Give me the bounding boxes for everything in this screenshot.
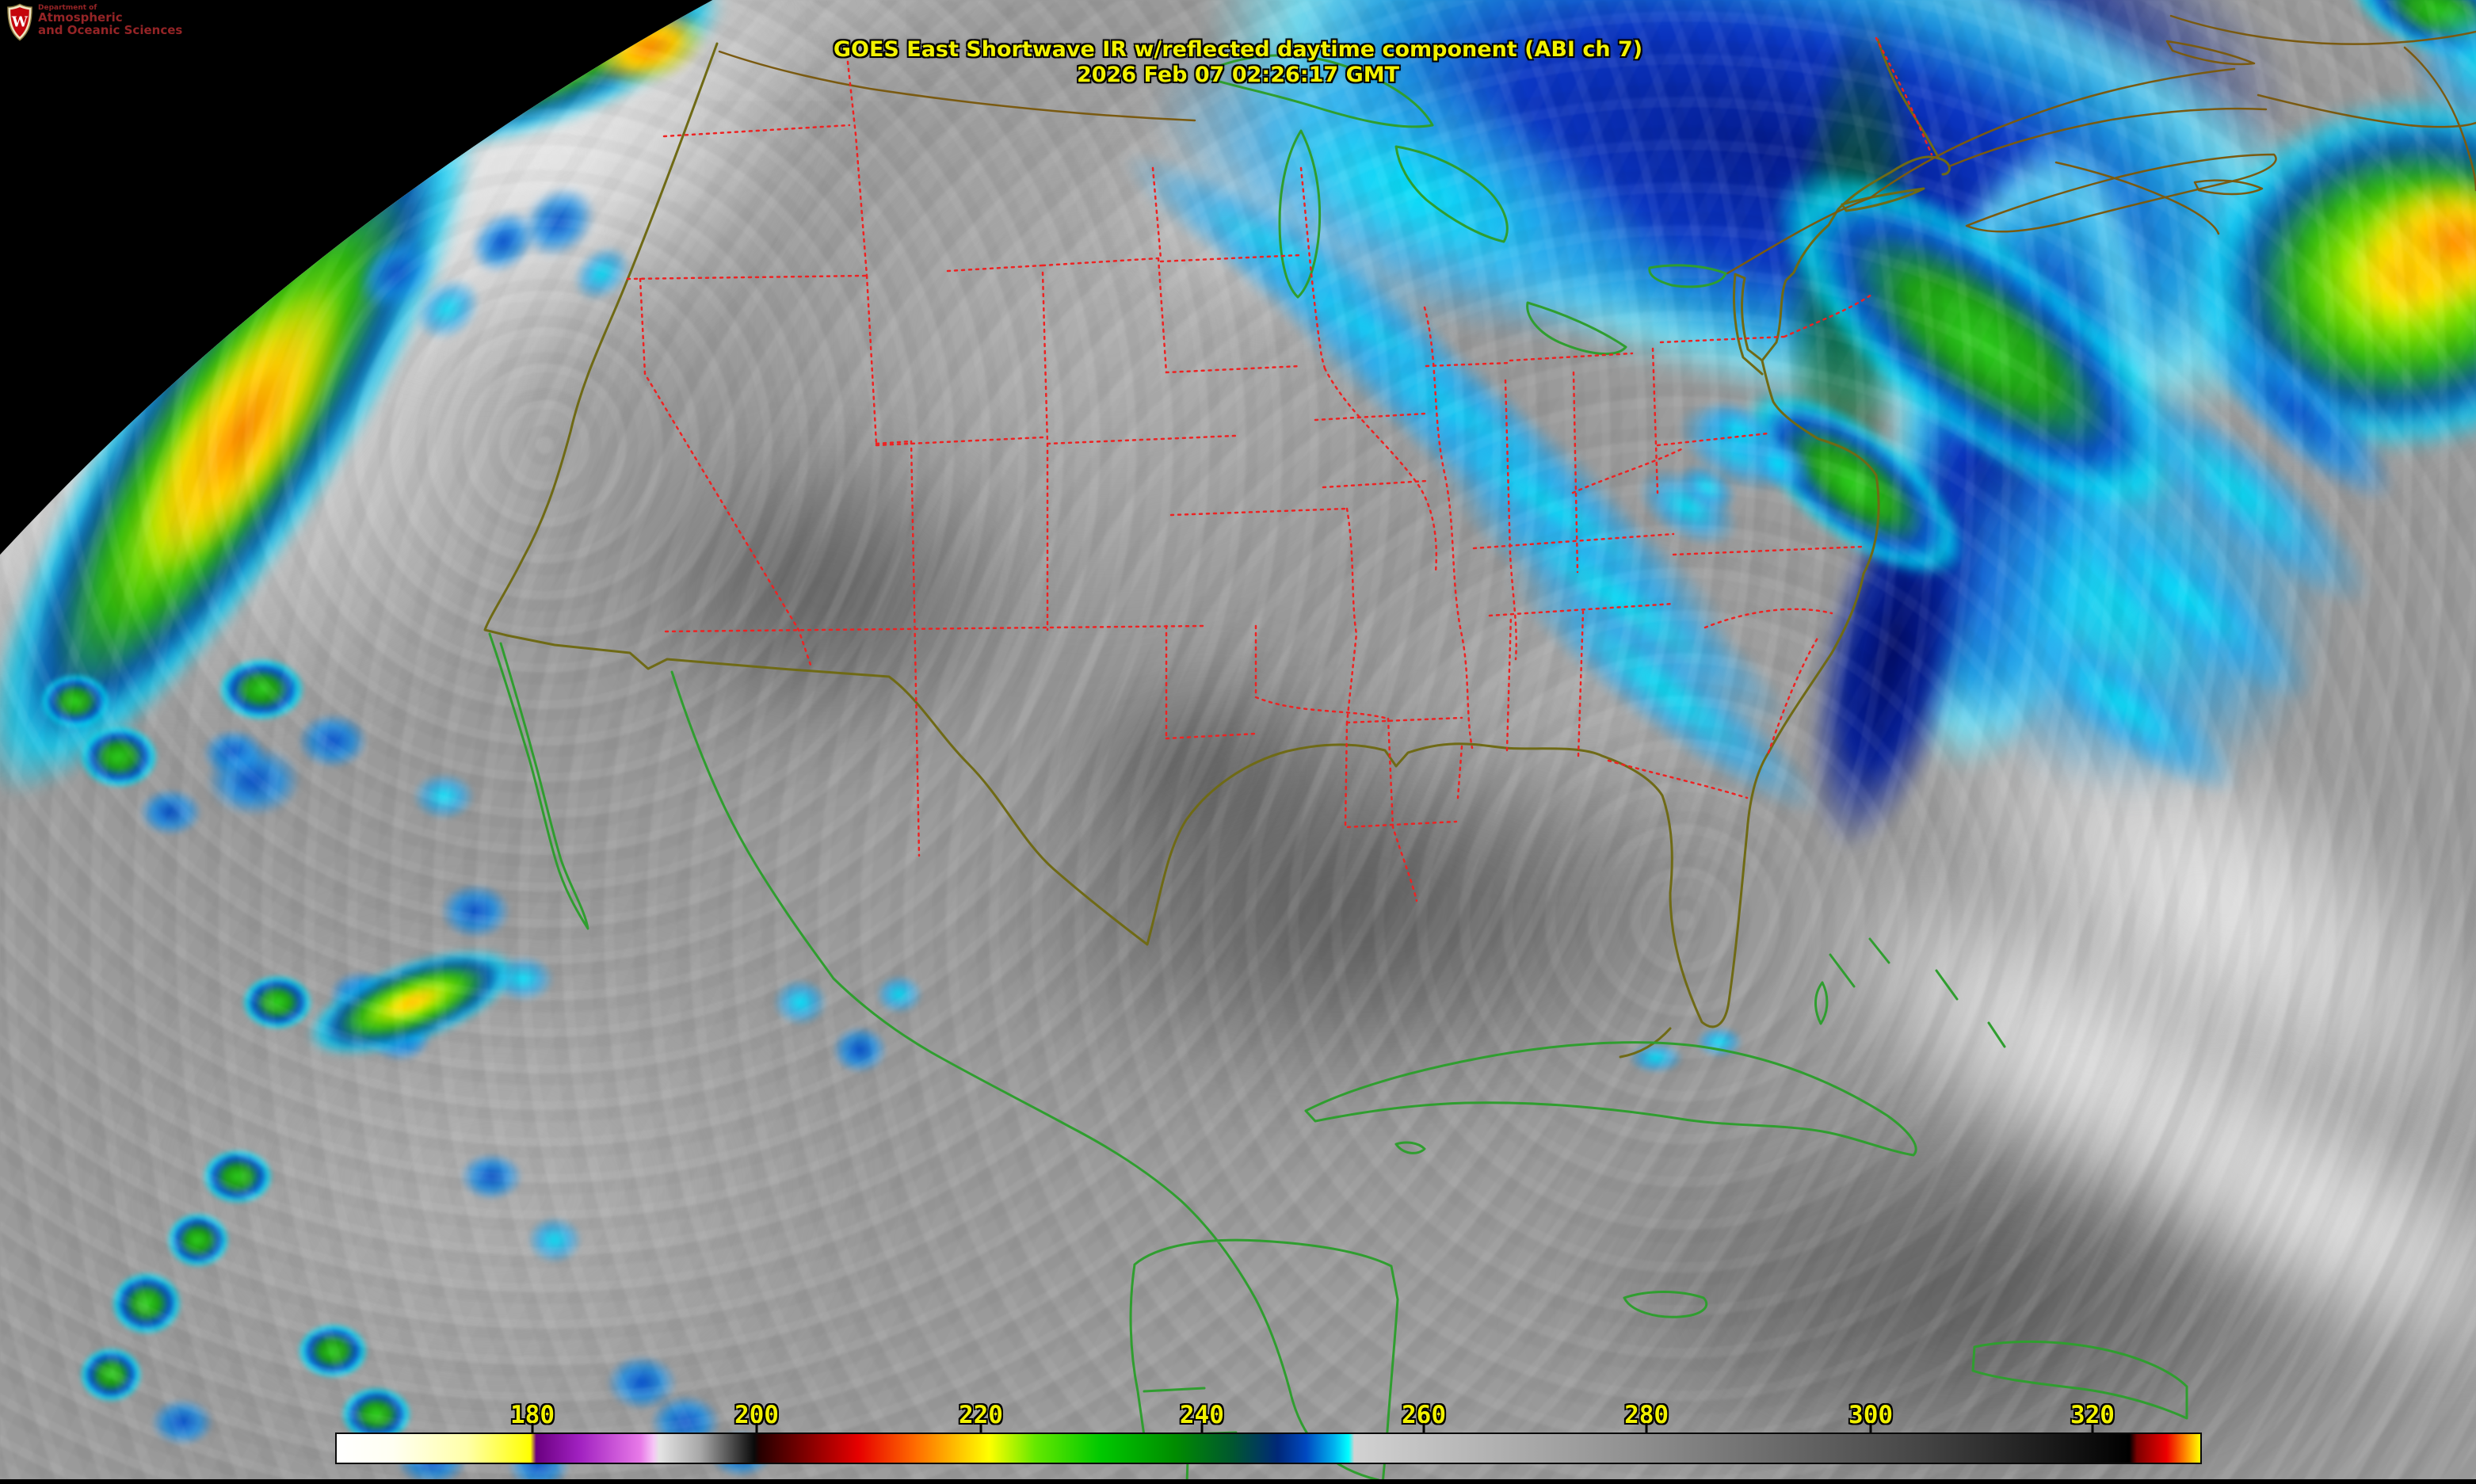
colorbar-tick xyxy=(979,1423,982,1432)
cloud-region-mx-6 xyxy=(297,713,368,769)
cloud-region-mx-26 xyxy=(773,979,828,1026)
colorbar-tick xyxy=(2091,1423,2094,1432)
cloud-region-mx-4 xyxy=(218,658,305,721)
uw-crest-icon: W xyxy=(7,3,32,41)
cloud-region-mx-15 xyxy=(166,1212,230,1268)
department-line3: and Oceanic Sciences xyxy=(38,23,183,38)
cloud-region-mx-22 xyxy=(460,1153,523,1200)
great-lakes-outline xyxy=(1196,54,1727,356)
colorbar-tick xyxy=(531,1423,534,1432)
department-line1: Department of xyxy=(38,4,97,12)
state-borders xyxy=(626,36,1933,902)
temperature-colorbar: 180 200 220 240 260 280 300 320 xyxy=(335,1401,2202,1469)
cloud-region-sw-dark xyxy=(618,444,1030,745)
cloud-region-mx-3 xyxy=(139,788,202,836)
cloud-region-mx-16 xyxy=(111,1272,182,1335)
cloud-region-mx-27 xyxy=(832,1026,887,1074)
colorbar-tick xyxy=(1200,1423,1204,1432)
cloud-region-mx-9 xyxy=(440,883,511,939)
uw-aos-logo: W Department of Atmospheric and Oceanic … xyxy=(6,3,182,41)
cloud-region-mx-28 xyxy=(876,975,923,1014)
us-coastline xyxy=(483,38,1951,1059)
department-line2: Atmospheric xyxy=(38,10,123,25)
colorbar-tick xyxy=(755,1423,758,1432)
cloud-region-mx-14 xyxy=(202,1149,273,1204)
image-title: GOES East Shortwave IR w/reflected dayti… xyxy=(833,37,1643,62)
cloud-region-mx-7 xyxy=(206,745,301,816)
cloud-region-mx-1 xyxy=(40,673,111,729)
cloud-region-mx-19 xyxy=(297,1323,368,1379)
image-timestamp: 2026 Feb 07 02:26:17 GMT xyxy=(1076,63,1400,87)
cloud-region-mx-11 xyxy=(242,975,313,1030)
cloud-region-mx-18 xyxy=(151,1398,214,1446)
colorbar-tick xyxy=(1869,1423,1872,1432)
colorbar-tick xyxy=(1422,1423,1425,1432)
crest-letter: W xyxy=(11,14,29,31)
bottom-border xyxy=(0,1479,2476,1484)
cloud-region-mx-17 xyxy=(79,1347,143,1402)
international-coastline xyxy=(488,632,2188,1484)
colorbar-gradient xyxy=(335,1432,2202,1464)
canada-coastline xyxy=(718,14,2476,275)
cloud-region-mx-23 xyxy=(527,1216,582,1264)
cloud-region-mx-2 xyxy=(79,725,158,788)
cloud-region-mx-8 xyxy=(412,773,475,820)
colorbar-tick xyxy=(1645,1423,1648,1432)
cloud-region-mx-29 xyxy=(606,1355,677,1410)
cloud-region-keys-1 xyxy=(1628,1042,1684,1074)
department-name: Department of Atmospheric and Oceanic Sc… xyxy=(38,4,183,38)
